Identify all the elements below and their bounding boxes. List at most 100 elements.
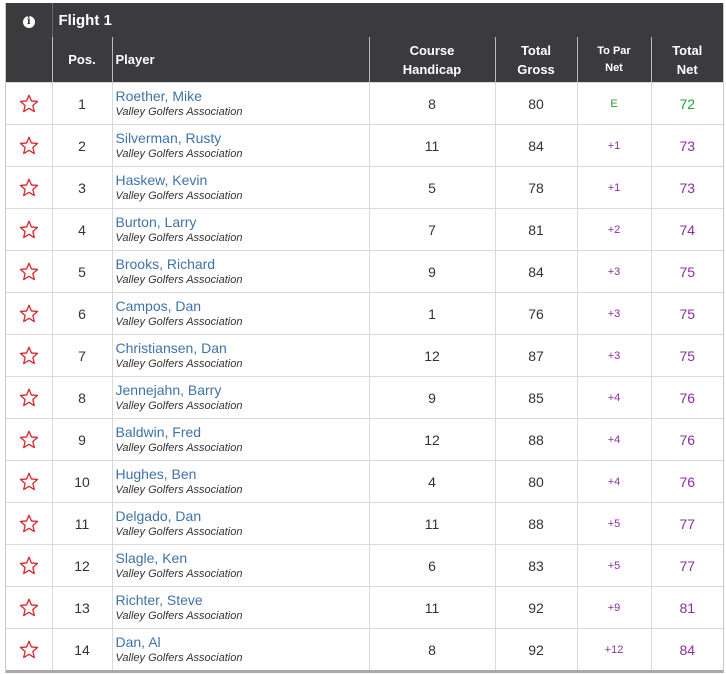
total-net-cell: 76	[651, 418, 724, 461]
star-icon[interactable]	[19, 178, 39, 197]
player-club: Valley Golfers Association	[115, 189, 243, 202]
to-par-net-cell: +4	[577, 460, 652, 503]
star-icon[interactable]	[19, 304, 39, 323]
position-cell: 12	[52, 544, 113, 587]
course-handicap-cell: 8	[369, 82, 496, 125]
favorite-star-button[interactable]	[6, 292, 53, 335]
position-cell: 7	[52, 334, 113, 377]
position-cell: 14	[52, 628, 113, 673]
position-cell: 8	[52, 376, 113, 419]
total-gross-cell: 88	[495, 502, 578, 545]
player-name-link[interactable]: Campos, Dan	[115, 297, 202, 314]
star-icon[interactable]	[19, 346, 39, 365]
to-par-net-cell: +3	[577, 334, 652, 377]
total-net-column-header[interactable]: Total Net	[651, 37, 724, 83]
player-cell: Delgado, Dan Valley Golfers Association	[112, 502, 370, 545]
player-name-link[interactable]: Delgado, Dan	[115, 507, 202, 524]
star-icon[interactable]	[19, 220, 39, 239]
position-cell: 9	[52, 418, 113, 461]
total-gross-cell: 81	[495, 208, 578, 251]
favorite-star-button[interactable]	[6, 82, 53, 125]
to-par-net-column-header[interactable]: To Par Net	[577, 37, 652, 83]
course-handicap-cell: 8	[369, 628, 496, 673]
favorite-star-button[interactable]	[6, 166, 53, 209]
favorite-star-button[interactable]	[6, 544, 53, 587]
course-handicap-cell: 7	[369, 208, 496, 251]
to-par-net-cell: +3	[577, 250, 652, 293]
table-row: 2 Silverman, Rusty Valley Golfers Associat…	[6, 124, 724, 167]
favorite-star-button[interactable]	[6, 250, 53, 293]
favorite-star-button[interactable]	[6, 586, 53, 629]
info-icon[interactable]: i	[22, 16, 35, 28]
player-name-link[interactable]: Burton, Larry	[115, 213, 197, 230]
total-net-cell: 76	[651, 460, 724, 503]
info-button[interactable]: i	[6, 3, 53, 37]
player-cell: Hughes, Ben Valley Golfers Association	[112, 460, 370, 503]
favorite-star-button[interactable]	[6, 418, 53, 461]
player-name-link[interactable]: Haskew, Kevin	[115, 171, 208, 188]
player-name-link[interactable]: Dan, Al	[115, 633, 161, 650]
star-icon[interactable]	[19, 472, 39, 491]
player-name-link[interactable]: Hughes, Ben	[115, 465, 197, 482]
star-icon[interactable]	[19, 136, 39, 155]
player-club: Valley Golfers Association	[115, 105, 243, 118]
star-icon[interactable]	[19, 94, 39, 113]
player-name-link[interactable]: Silverman, Rusty	[115, 129, 222, 146]
player-name-link[interactable]: Jennejahn, Barry	[115, 381, 222, 398]
course-handicap-cell: 12	[369, 334, 496, 377]
favorite-star-button[interactable]	[6, 502, 53, 545]
table-row: 4 Burton, Larry Valley Golfers Association…	[6, 208, 724, 251]
favorite-star-button[interactable]	[6, 124, 53, 167]
player-club: Valley Golfers Association	[115, 399, 243, 412]
player-club: Valley Golfers Association	[115, 567, 243, 580]
to-par-net-cell: +12	[577, 628, 652, 673]
player-name-link[interactable]: Roether, Mike	[115, 87, 202, 104]
player-name-link[interactable]: Richter, Steve	[115, 591, 203, 608]
total-gross-cell: 92	[495, 628, 578, 673]
flight-title: Flight 1	[52, 3, 724, 37]
total-net-cell: 75	[651, 250, 724, 293]
total-gross-header-line2: Gross	[517, 61, 555, 77]
table-row: 5 Brooks, Richard Valley Golfers Associati…	[6, 250, 724, 293]
player-name-link[interactable]: Baldwin, Fred	[115, 423, 202, 440]
course-handicap-cell: 11	[369, 502, 496, 545]
star-icon[interactable]	[19, 514, 39, 533]
favorite-star-button[interactable]	[6, 208, 53, 251]
player-cell: Jennejahn, Barry Valley Golfers Associati…	[112, 376, 370, 419]
player-column-header[interactable]: Player	[112, 37, 370, 83]
player-club: Valley Golfers Association	[115, 441, 243, 454]
favorite-star-button[interactable]	[6, 460, 53, 503]
player-club: Valley Golfers Association	[115, 483, 243, 496]
favorite-star-button[interactable]	[6, 628, 53, 673]
player-club: Valley Golfers Association	[115, 357, 243, 370]
total-net-cell: 76	[651, 376, 724, 419]
player-club: Valley Golfers Association	[115, 147, 243, 160]
course-handicap-header-line1: Course	[409, 42, 455, 58]
star-icon[interactable]	[19, 430, 39, 449]
player-name-link[interactable]: Brooks, Richard	[115, 255, 216, 272]
player-cell: Slagle, Ken Valley Golfers Association	[112, 544, 370, 587]
favorite-column-header	[6, 37, 53, 83]
total-gross-column-header[interactable]: Total Gross	[495, 37, 578, 83]
star-icon[interactable]	[19, 388, 39, 407]
total-gross-cell: 84	[495, 124, 578, 167]
table-row: 14 Dan, Al Valley Golfers Association 8 92 +1…	[6, 628, 724, 673]
player-name-link[interactable]: Slagle, Ken	[115, 549, 188, 566]
pos-column-header[interactable]: Pos.	[52, 37, 113, 83]
player-cell: Dan, Al Valley Golfers Association	[112, 628, 370, 673]
player-name-link[interactable]: Christiansen, Dan	[115, 339, 227, 356]
course-handicap-column-header[interactable]: Course Handicap	[369, 37, 496, 83]
star-icon[interactable]	[19, 598, 39, 617]
favorite-star-button[interactable]	[6, 376, 53, 419]
leaderboard: i Flight 1 Pos. Player Course Handicap T…	[5, 3, 724, 673]
table-row: 12 Slagle, Ken Valley Golfers Association 6…	[6, 544, 724, 587]
star-icon[interactable]	[19, 640, 39, 659]
total-net-header-line2: Net	[676, 61, 698, 77]
star-icon[interactable]	[19, 262, 39, 281]
total-net-cell: 72	[651, 82, 724, 125]
player-club: Valley Golfers Association	[115, 315, 243, 328]
total-gross-cell: 87	[495, 334, 578, 377]
to-par-net-cell: +4	[577, 376, 652, 419]
star-icon[interactable]	[19, 556, 39, 575]
favorite-star-button[interactable]	[6, 334, 53, 377]
